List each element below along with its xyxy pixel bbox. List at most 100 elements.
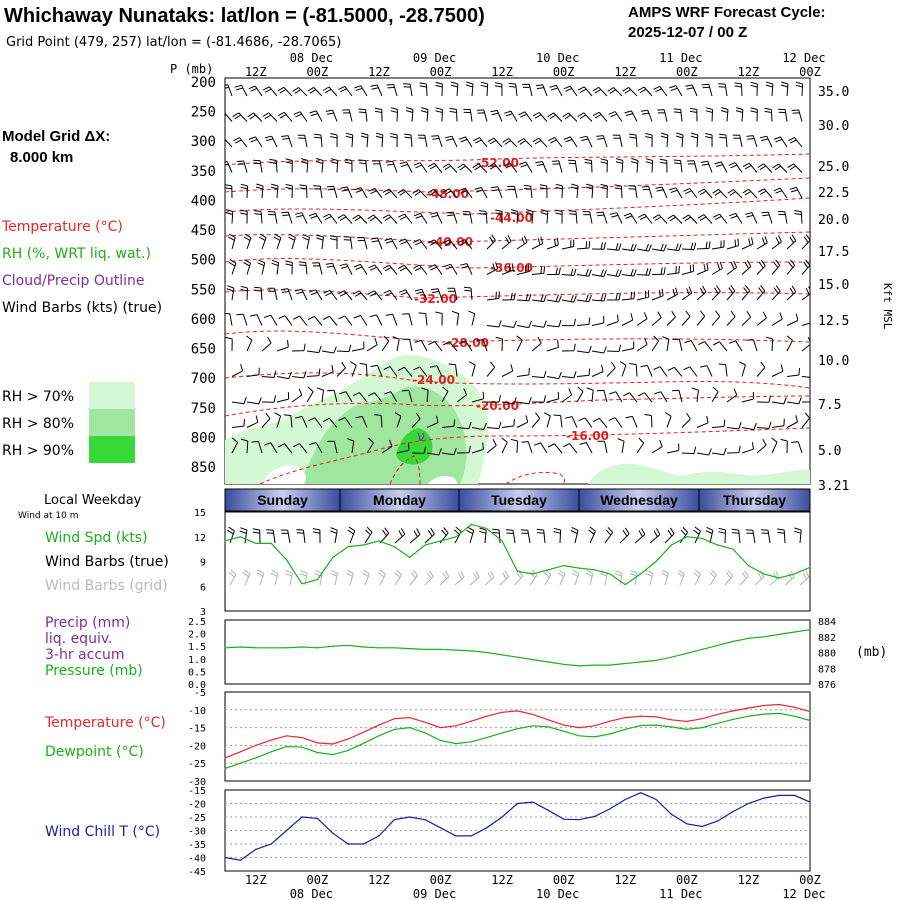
y-tick: 15 xyxy=(194,508,206,519)
upper-wind-barb xyxy=(225,138,233,148)
upper-wind-barb xyxy=(471,442,484,454)
upper-wind-barb xyxy=(657,109,668,122)
upper-wind-barb xyxy=(314,133,323,148)
wind-speed-line-point xyxy=(747,565,750,567)
upper-wind-barb xyxy=(615,158,624,173)
upper-wind-barb xyxy=(321,364,334,377)
upper-wind-barb xyxy=(532,137,548,148)
upper-wind-barb xyxy=(636,312,648,326)
height-tick: 15.0 xyxy=(818,278,849,293)
wind-speed-line-point xyxy=(486,527,488,530)
y-tick-right: 884 xyxy=(818,617,836,628)
upper-wind-barb xyxy=(555,209,563,224)
pressure-right-axis: 884 882 880 878 876 xyxy=(818,617,836,691)
upper-wind-barb xyxy=(728,340,743,352)
chill-panel-frame xyxy=(224,789,811,872)
pressure-line-point xyxy=(470,650,472,652)
wind-chill-line-point xyxy=(532,801,534,803)
upper-wind-barb xyxy=(321,346,337,354)
upper-wind-barb xyxy=(732,134,743,148)
upper-wind-barb xyxy=(240,285,248,301)
surface-grid-barb xyxy=(454,570,465,586)
dewpoint-line-point xyxy=(455,743,457,745)
upper-wind-barb xyxy=(727,189,743,199)
upper-wind-barb xyxy=(547,112,563,122)
dewpoint-line-point xyxy=(809,719,811,722)
upper-wind-barb xyxy=(354,187,368,199)
upper-wind-barb xyxy=(516,235,528,250)
upper-wind-barb xyxy=(636,243,652,252)
y-tick: 0.0 xyxy=(188,680,206,691)
upper-wind-barb xyxy=(761,211,773,224)
upper-wind-barb xyxy=(669,187,683,199)
dewpoint-line-point xyxy=(547,726,549,728)
upper-wind-barb xyxy=(429,212,443,224)
upper-wind-barb xyxy=(576,368,591,377)
upper-wind-barb xyxy=(640,364,653,377)
wind-chill-line-point xyxy=(362,843,365,845)
surface-wind-barb xyxy=(379,527,390,544)
upper-wind-barb xyxy=(486,421,502,430)
upper-wind-barb xyxy=(711,419,726,428)
wind-speed-line-point xyxy=(670,544,673,546)
upper-wind-barb xyxy=(531,294,547,303)
upper-wind-barb xyxy=(535,84,548,97)
upper-wind-barb xyxy=(561,294,577,303)
upper-wind-barb xyxy=(697,214,713,224)
upper-wind-barb xyxy=(354,85,368,97)
surface-wind-barb xyxy=(364,526,373,544)
upper-wind-barb xyxy=(427,188,443,199)
temperature-line-point xyxy=(270,739,272,741)
upper-wind-barb xyxy=(398,289,413,301)
upper-wind-barb xyxy=(297,134,308,148)
upper-wind-barb xyxy=(225,209,234,224)
upper-wind-barb xyxy=(236,313,248,326)
upper-wind-barb xyxy=(764,107,773,122)
upper-wind-barb xyxy=(382,188,398,199)
upper-wind-barb xyxy=(606,292,621,301)
upper-wind-barb xyxy=(771,397,787,405)
upper-wind-barb xyxy=(742,188,758,199)
upper-wind-barb xyxy=(442,163,458,173)
upper-wind-barb xyxy=(675,132,684,148)
time-tick-top: 12Z xyxy=(738,65,760,79)
temp-grid xyxy=(225,709,810,764)
upper-wind-barb xyxy=(413,264,428,275)
upper-wind-barb xyxy=(351,341,365,352)
pressure-line-point xyxy=(378,647,380,649)
upper-wind-barb xyxy=(262,112,278,122)
legend-item: Wind Chill T (°C) xyxy=(45,824,160,840)
surface-wind-barb xyxy=(794,527,802,544)
upper-wind-barb xyxy=(471,391,485,403)
wind-chill-line-point xyxy=(455,835,457,837)
upper-wind-barb xyxy=(577,86,593,97)
upper-wind-barb xyxy=(600,158,608,173)
upper-wind-barb xyxy=(563,85,578,97)
upper-wind-barb xyxy=(232,112,248,122)
upper-wind-barb xyxy=(741,237,754,250)
legend-item: Temperature (°C) xyxy=(44,715,166,731)
upper-wind-barb xyxy=(582,211,593,224)
pressure-tick: 650 xyxy=(191,342,216,358)
wind-chill-line-point xyxy=(717,820,719,822)
upper-wind-barb xyxy=(563,136,578,148)
upper-wind-barb xyxy=(325,109,338,122)
wind-speed-line-point xyxy=(455,536,457,538)
upper-wind-barb xyxy=(701,83,713,97)
upper-wind-barb xyxy=(700,160,713,173)
dewpoint-line-point xyxy=(332,754,334,756)
upper-wind-barb xyxy=(396,443,410,454)
upper-wind-barb xyxy=(621,313,634,326)
upper-wind-barb xyxy=(240,183,249,199)
wind-chill-line-point xyxy=(224,856,226,859)
upper-wind-barb xyxy=(375,132,384,148)
upper-wind-barb xyxy=(801,322,810,326)
upper-wind-barb xyxy=(546,340,559,352)
upper-wind-barb xyxy=(367,290,383,301)
wind-chill-line-point xyxy=(332,832,334,834)
surface-wind-barb xyxy=(252,528,261,544)
upper-wind-barb xyxy=(246,335,253,352)
pressure-line-point xyxy=(593,664,596,666)
wind-chill-line-point xyxy=(747,802,750,805)
y-tick-right: 882 xyxy=(818,633,836,644)
